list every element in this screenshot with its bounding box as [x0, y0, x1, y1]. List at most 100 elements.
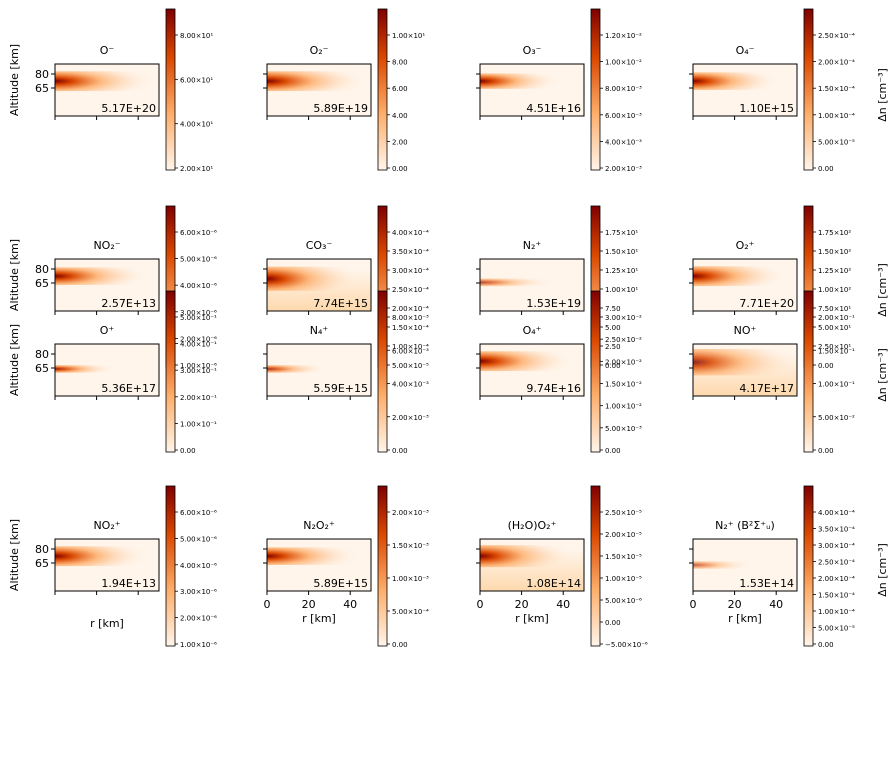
axes-frame	[692, 538, 798, 592]
colorbar-label: Δn [cm⁻³]	[876, 348, 889, 402]
colorbar-tick-label: 3.00×10⁻⁶	[180, 309, 217, 317]
colorbar-tick-label: 5.00×10⁻³	[605, 425, 642, 433]
y-tick-label: 80	[35, 348, 49, 361]
y-axis-label: Altitude [km]	[8, 324, 21, 396]
total-value: 5.59E+15	[313, 382, 368, 395]
x-axis-label: r [km]	[728, 612, 762, 625]
axes-frame	[54, 538, 160, 592]
colorbar-tick-label: 5.00×10¹	[818, 324, 851, 332]
colorbar-tick-label: 1.50×10¹	[605, 248, 638, 256]
colorbar-tick-label: 2.50×10⁻⁴	[818, 559, 855, 567]
colorbar-tick-label: 5.00×10⁻⁶	[605, 597, 642, 605]
colorbar-tick-label: 1.00×10⁻³	[392, 575, 429, 583]
heatmap-background	[480, 64, 584, 116]
colorbar-tick-label: 4.00×10⁻⁶	[180, 282, 217, 290]
axes-frame	[692, 258, 798, 312]
colorbar	[590, 290, 601, 453]
colorbar-tick-label: 5.00×10⁻⁵	[392, 362, 429, 370]
axes-frame	[266, 343, 372, 397]
y-tick-label: 80	[35, 543, 49, 556]
total-value: 7.74E+15	[313, 297, 368, 310]
colorbar-tick-label: 1.00×10⁻²	[605, 403, 642, 411]
colorbar-tick-label: 4.00×10¹	[180, 121, 213, 129]
y-axis-label: Altitude [km]	[8, 519, 21, 591]
colorbar-tick-label: 5.00×10⁻⁴	[392, 608, 429, 616]
total-value: 5.89E+15	[313, 577, 368, 590]
colorbar-tick-label: 3.00×10⁻¹	[180, 367, 217, 375]
total-value: 5.89E+19	[313, 102, 368, 115]
y-tick-label: 65	[35, 557, 49, 570]
x-axis-label: r [km]	[90, 617, 124, 630]
subplot-title: NO₂⁻	[93, 239, 120, 252]
colorbar-tick-label: 5.00×10⁻²	[818, 414, 855, 422]
heatmap-plume	[480, 278, 555, 287]
colorbar-tick-label: 1.25×10²	[818, 267, 851, 275]
colorbar-tick-label: −5.00×10⁻⁶	[605, 641, 648, 649]
subplot-title: NO₂⁺	[93, 519, 120, 532]
heatmap-plume	[267, 547, 362, 565]
colorbar-tick-label: 2.00×10⁻⁵	[605, 531, 642, 539]
x-axis-label: r [km]	[515, 612, 549, 625]
colorbar-tick-label: 3.00×10⁻⁴	[392, 267, 429, 275]
colorbar-tick-label: 1.00×10²	[818, 286, 851, 294]
total-value: 1.08E+14	[526, 577, 581, 590]
colorbar-tick-label: 1.00×10⁻⁵	[605, 575, 642, 583]
axes-frame	[54, 343, 160, 397]
subplot-title: NO⁺	[734, 324, 757, 337]
colorbar-tick-label: 2.00×10⁻⁶	[180, 335, 217, 343]
colorbar-tick-label: 0.00	[605, 362, 621, 370]
colorbar	[590, 485, 601, 647]
colorbar-tick-label: 5.00×10⁻⁶	[180, 256, 217, 264]
colorbar-tick-label: 0.00	[818, 641, 834, 649]
subplot-10: O₄⁺ 9.74E+16 3.00×10⁻² 2.50×10⁻² 2.00×10⁻² 1.…	[476, 290, 642, 455]
subplot-title: N₄⁺	[310, 324, 329, 337]
colorbar-tick-label: 0.00	[392, 447, 408, 455]
subplot-title: O⁻	[100, 44, 115, 57]
subplot-title: N₂⁺	[523, 239, 542, 252]
colorbar-tick-label: 1.75×10²	[818, 229, 851, 237]
subplot-5: CO₃⁻ 7.74E+15 4.00×10⁻⁴ 3.50×10⁻⁴ 3.00×10⁻⁴ 2…	[263, 205, 429, 370]
y-tick-label: 65	[35, 362, 49, 375]
colorbar-tick-label: 1.75×10¹	[605, 229, 638, 237]
colorbar-tick-label: 2.00×10⁻³	[392, 509, 429, 517]
colorbar-tick-label: 5.00×10⁻⁵	[818, 138, 855, 146]
colorbar-tick-label: 5.00×10⁻⁵	[818, 625, 855, 633]
colorbar	[803, 8, 814, 171]
subplot-title: O₄⁺	[523, 324, 542, 337]
colorbar	[803, 290, 814, 453]
axes-frame	[479, 343, 585, 397]
axes-frame	[266, 258, 372, 312]
subplot-1: O₂⁻ 5.89E+19 1.00×10¹ 8.00 6.00 4.00 2.00 0.00	[263, 8, 425, 173]
colorbar-tick-label: 2.50×10⁻²	[605, 336, 642, 344]
colorbar-tick-label: 5.00×10⁻⁶	[180, 535, 217, 543]
heatmap-plume	[55, 365, 116, 373]
colorbar-tick-label: 1.00×10⁻⁶	[180, 362, 217, 370]
x-tick-label: 40	[769, 598, 783, 611]
x-tick-label: 40	[556, 598, 570, 611]
colorbar-tick-label: 0.00	[392, 165, 408, 173]
colorbar	[590, 8, 601, 171]
subplot-15: N₂⁺ (B²Σ⁺ᵤ) 1.53E+14 0 20 40 4.00×10⁻⁴ 3.50×10…	[689, 485, 889, 649]
x-tick-label: 0	[690, 598, 697, 611]
subplot-title: N₂O₂⁺	[303, 519, 335, 532]
subplot-title: O⁺	[100, 324, 115, 337]
colorbar-label: Δn [cm⁻³]	[876, 543, 889, 597]
heatmap-plume	[267, 71, 369, 92]
colorbar-tick-label: 1.25×10¹	[605, 267, 638, 275]
colorbar-tick-label: 4.00×10⁻¹	[180, 341, 217, 349]
heatmap-plume	[480, 73, 562, 89]
colorbar-tick-label: 2.50	[605, 343, 621, 351]
colorbar-tick-label: 2.00×10⁻⁴	[818, 59, 855, 67]
x-tick-label: 40	[343, 598, 357, 611]
total-value: 1.53E+19	[526, 297, 581, 310]
colorbar-tick-label: 8.00×10⁻³	[605, 85, 642, 93]
axes-frame	[479, 258, 585, 312]
colorbar-tick-label: 2.00×10⁻²	[605, 358, 642, 366]
total-value: 7.71E+20	[739, 297, 794, 310]
total-value: 9.74E+16	[526, 382, 581, 395]
y-axis-label: Altitude [km]	[8, 239, 21, 311]
colorbar-tick-label: 0.00	[392, 641, 408, 649]
colorbar-tick-label: 1.00×10⁻¹	[180, 420, 217, 428]
total-value: 5.17E+20	[101, 102, 156, 115]
